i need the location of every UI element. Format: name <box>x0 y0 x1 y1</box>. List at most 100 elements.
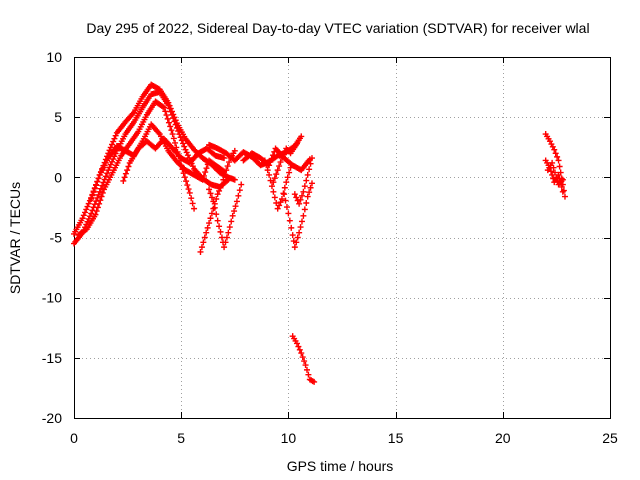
data-point <box>267 158 274 165</box>
data-point <box>93 198 100 205</box>
axis-ticks: 0 5 10 15 20 25 -20 -15 -10 -5 0 5 10 <box>42 49 618 446</box>
data-point <box>296 346 303 353</box>
data-point <box>280 151 287 158</box>
data-point <box>208 194 215 201</box>
data-point <box>184 182 191 189</box>
data-point <box>82 209 89 216</box>
data-point <box>289 232 296 239</box>
data-point <box>199 176 206 183</box>
data-point <box>294 234 301 241</box>
data-point <box>293 194 300 201</box>
data-point <box>203 165 210 172</box>
data-point <box>281 184 288 191</box>
data-point <box>188 195 195 202</box>
data-point <box>218 234 225 241</box>
data-point <box>224 163 231 170</box>
data-point <box>105 167 112 174</box>
data-point <box>231 208 238 215</box>
data-point <box>218 181 225 188</box>
data-point <box>284 174 291 181</box>
data-point <box>89 192 96 199</box>
data-point <box>108 158 115 165</box>
data-point <box>84 218 91 225</box>
data-point <box>181 143 188 150</box>
data-point <box>301 206 308 213</box>
data-point <box>201 234 208 241</box>
data-point <box>211 204 218 211</box>
data-point <box>561 193 568 200</box>
data-point <box>308 155 315 162</box>
data-point <box>281 191 288 198</box>
data-point <box>200 172 207 179</box>
data-point <box>107 161 114 168</box>
data-point <box>181 174 188 181</box>
data-point <box>214 217 221 224</box>
data-point <box>85 200 92 207</box>
data-point <box>235 192 242 199</box>
data-point <box>83 206 90 213</box>
data-point <box>223 167 230 174</box>
data-point <box>311 378 318 385</box>
data-point <box>306 189 313 196</box>
data-point <box>270 179 277 186</box>
data-point <box>261 157 268 164</box>
data-point <box>291 191 298 198</box>
data-point <box>549 159 556 166</box>
y-tick-label: -5 <box>50 230 63 246</box>
data-point <box>186 189 193 196</box>
data-point <box>200 239 207 246</box>
data-point <box>307 184 314 191</box>
data-point <box>191 205 198 212</box>
data-point <box>271 194 278 201</box>
data-point <box>560 187 567 194</box>
data-point <box>91 185 98 192</box>
data-point <box>93 182 100 189</box>
data-point <box>294 197 301 204</box>
y-tick-label: -15 <box>42 350 62 366</box>
data-point <box>225 229 232 236</box>
data-point <box>92 211 99 218</box>
data-point <box>551 146 558 153</box>
data-point <box>548 168 555 175</box>
data-point <box>88 210 95 217</box>
series-track-6 <box>197 147 238 255</box>
data-point <box>278 195 285 202</box>
data-point <box>203 229 210 236</box>
data-point <box>84 203 91 210</box>
data-point <box>271 175 278 182</box>
data-point <box>97 197 104 204</box>
x-tick-label: 0 <box>70 430 78 446</box>
data-point <box>226 224 233 231</box>
data-point <box>269 152 276 159</box>
data-point <box>266 171 273 178</box>
data-point <box>287 164 294 171</box>
data-point <box>298 218 305 225</box>
data-point <box>221 171 228 178</box>
data-point <box>165 99 172 106</box>
x-tick-label: 10 <box>281 430 297 446</box>
data-point <box>214 191 221 198</box>
data-point <box>308 180 315 187</box>
data-point <box>90 189 97 196</box>
data-point <box>197 248 204 255</box>
data-point <box>559 176 566 183</box>
data-point <box>558 183 565 190</box>
data-point <box>302 362 309 369</box>
data-point <box>93 208 100 215</box>
data-point <box>216 187 223 194</box>
data-point <box>276 202 283 209</box>
data-point <box>163 112 170 119</box>
data-point <box>220 176 227 183</box>
data-point <box>108 141 115 148</box>
data-point <box>288 224 295 231</box>
data-point <box>229 212 236 219</box>
data-point <box>96 188 103 195</box>
data-point <box>221 244 228 251</box>
data-point <box>268 155 275 162</box>
data-point <box>217 228 224 235</box>
y-tick-label: -20 <box>42 410 62 426</box>
data-point <box>168 127 175 134</box>
x-tick-label: 20 <box>495 430 511 446</box>
data-point <box>159 103 166 110</box>
